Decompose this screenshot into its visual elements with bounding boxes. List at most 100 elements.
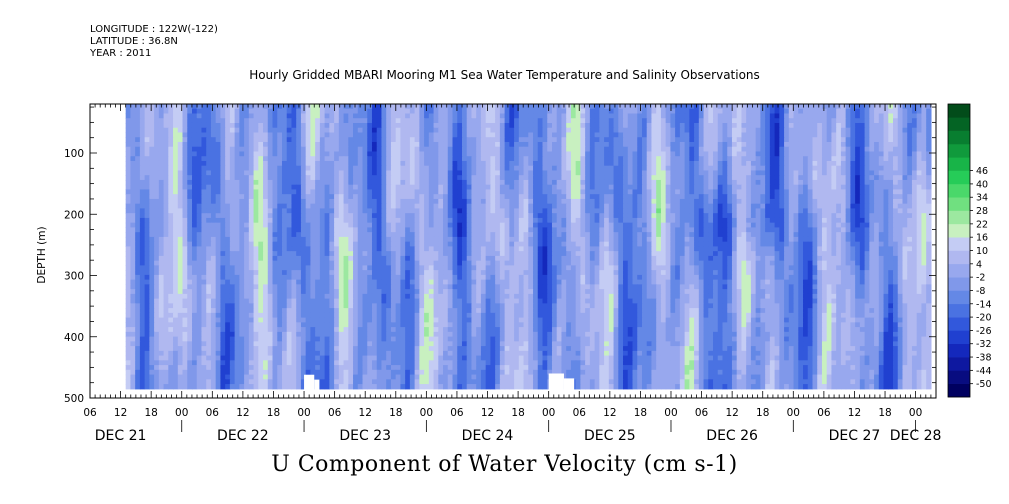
heatmap-cell bbox=[168, 104, 174, 110]
heatmap-cell bbox=[244, 179, 250, 186]
heatmap-cell bbox=[675, 179, 681, 186]
heatmap-cell bbox=[277, 170, 283, 176]
heatmap-cell bbox=[305, 104, 312, 110]
heatmap-cell bbox=[428, 127, 435, 134]
heatmap-cell bbox=[779, 175, 785, 181]
heatmap-cell bbox=[182, 104, 188, 110]
heatmap-cell bbox=[461, 165, 468, 172]
heatmap-cell bbox=[608, 132, 615, 138]
heatmap-cell bbox=[504, 137, 510, 143]
heatmap-cell bbox=[310, 151, 316, 157]
heatmap-cell bbox=[689, 127, 695, 134]
heatmap-cell bbox=[817, 179, 823, 186]
heatmap-cell bbox=[722, 213, 728, 219]
heatmap-cell bbox=[201, 179, 207, 186]
heatmap-cell bbox=[604, 156, 610, 162]
heatmap-cell bbox=[386, 104, 392, 110]
heatmap-cell bbox=[490, 170, 496, 176]
heatmap-cell bbox=[414, 118, 420, 124]
heatmap-cell bbox=[528, 203, 534, 210]
longitude-label: LONGITUDE : 122W(-122) bbox=[90, 24, 218, 35]
heatmap-cell bbox=[220, 232, 226, 238]
heatmap-cell bbox=[769, 132, 776, 138]
heatmap-cell bbox=[703, 213, 709, 219]
heatmap-cell bbox=[537, 118, 544, 124]
heatmap-cell bbox=[461, 118, 468, 124]
heatmap-cell bbox=[627, 236, 634, 243]
heatmap-cell bbox=[206, 189, 212, 195]
heatmap-cell bbox=[722, 236, 728, 243]
heatmap-cell bbox=[310, 170, 316, 176]
heatmap-cell bbox=[893, 104, 899, 110]
heatmap-cell bbox=[836, 222, 842, 229]
heatmap-cell bbox=[883, 184, 889, 191]
heatmap-cell bbox=[750, 170, 757, 176]
heatmap-cell bbox=[244, 189, 250, 195]
heatmap-cell bbox=[144, 146, 150, 153]
heatmap-cell bbox=[210, 160, 217, 167]
heatmap-cell bbox=[272, 184, 278, 191]
heatmap-cell bbox=[897, 189, 904, 195]
heatmap-cell bbox=[215, 160, 222, 167]
heatmap-cell bbox=[717, 175, 724, 181]
heatmap-cell bbox=[390, 151, 397, 157]
heatmap-cell bbox=[367, 132, 373, 138]
heatmap-cell bbox=[826, 217, 833, 224]
heatmap-cell bbox=[229, 132, 236, 138]
heatmap-cell bbox=[367, 241, 373, 248]
heatmap-cell bbox=[485, 189, 491, 195]
heatmap-cell bbox=[409, 146, 416, 153]
heatmap-cell bbox=[769, 184, 776, 191]
heatmap-cell bbox=[755, 236, 761, 243]
heatmap-cell bbox=[419, 203, 425, 210]
heatmap-cell bbox=[338, 194, 345, 200]
heatmap-cell bbox=[684, 146, 690, 153]
heatmap-cell bbox=[139, 232, 146, 238]
heatmap-cell bbox=[831, 194, 837, 200]
heatmap-cell bbox=[874, 165, 880, 172]
heatmap-cell bbox=[703, 165, 709, 172]
heatmap-cell bbox=[281, 217, 288, 224]
heatmap-cell bbox=[405, 156, 411, 162]
heatmap-cell bbox=[589, 118, 596, 124]
heatmap-cell bbox=[779, 236, 785, 243]
heatmap-cell bbox=[850, 127, 856, 134]
heatmap-cell bbox=[443, 132, 449, 138]
heatmap-cell bbox=[765, 156, 771, 162]
heatmap-cell bbox=[859, 146, 866, 153]
heatmap-cell bbox=[376, 184, 383, 191]
heatmap-cell bbox=[727, 222, 733, 229]
heatmap-cell bbox=[371, 122, 378, 129]
heatmap-cell bbox=[765, 113, 771, 119]
heatmap-cell bbox=[874, 104, 880, 110]
heatmap-cell bbox=[324, 141, 330, 148]
heatmap-cell bbox=[840, 222, 847, 229]
heatmap-cell bbox=[215, 104, 222, 110]
heatmap-cell bbox=[741, 127, 747, 134]
heatmap-cell bbox=[675, 165, 681, 172]
heatmap-cell bbox=[428, 175, 435, 181]
heatmap-cell bbox=[803, 198, 809, 205]
heatmap-cell bbox=[125, 122, 132, 129]
heatmap-cell bbox=[286, 156, 293, 162]
heatmap-cell bbox=[476, 127, 482, 134]
heatmap-cell bbox=[490, 108, 496, 115]
heatmap-cell bbox=[225, 165, 231, 172]
heatmap-cell bbox=[679, 217, 686, 224]
heatmap-cell bbox=[130, 213, 136, 219]
heatmap-cell bbox=[561, 222, 567, 229]
heatmap-cell bbox=[210, 184, 217, 191]
heatmap-cell bbox=[566, 156, 572, 162]
heatmap-cell bbox=[310, 175, 316, 181]
heatmap-cell bbox=[883, 208, 889, 214]
heatmap-cell bbox=[381, 213, 387, 219]
heatmap-cell bbox=[158, 141, 165, 148]
heatmap-cell bbox=[461, 127, 468, 134]
heatmap-cell bbox=[599, 175, 605, 181]
heatmap-cell bbox=[803, 165, 809, 172]
heatmap-cell bbox=[812, 184, 818, 191]
heatmap-cell bbox=[263, 165, 269, 172]
heatmap-cell bbox=[300, 104, 307, 110]
heatmap-cell bbox=[220, 184, 226, 191]
heatmap-cell bbox=[618, 151, 624, 157]
